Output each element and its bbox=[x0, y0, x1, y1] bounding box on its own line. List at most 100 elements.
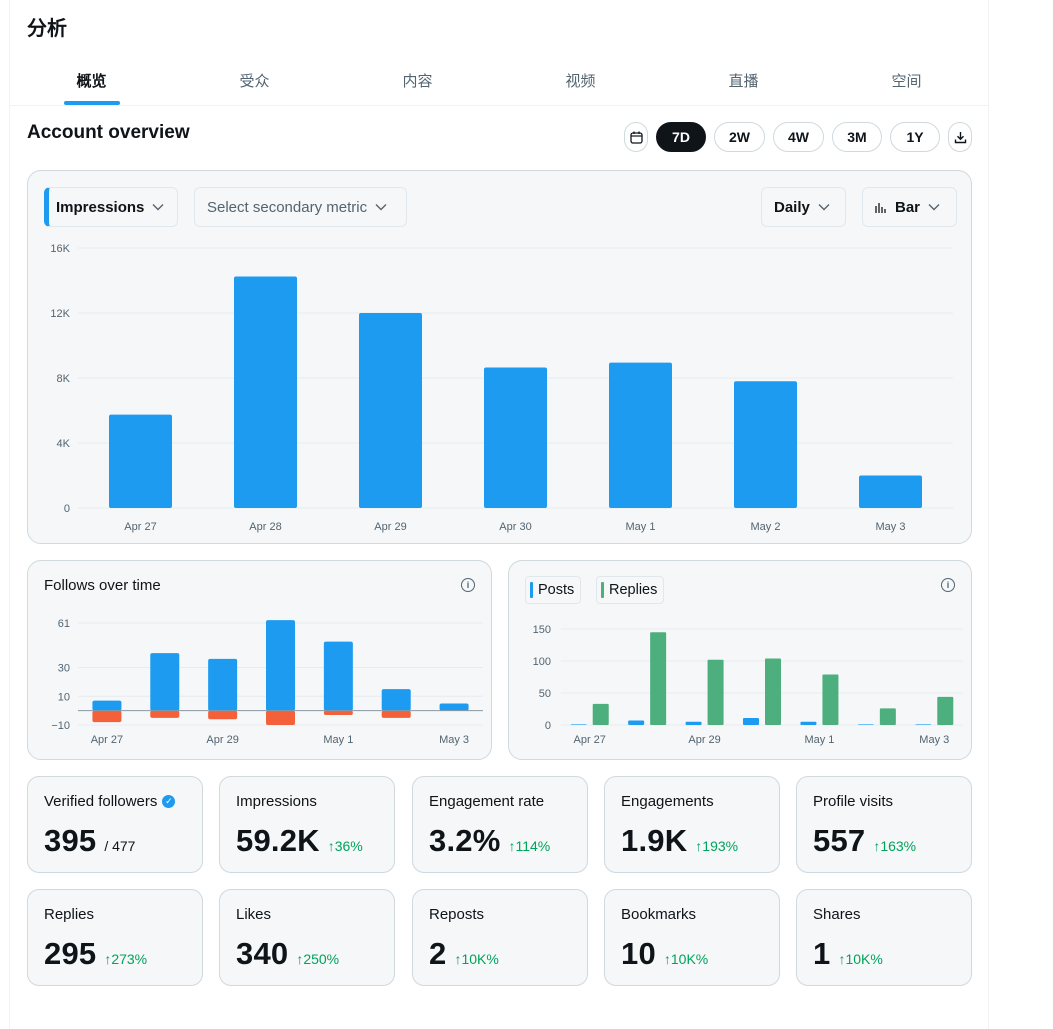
stat-value: 10 bbox=[621, 936, 656, 971]
stat-change-value: 10K% bbox=[845, 951, 883, 967]
bar-replies bbox=[707, 659, 724, 725]
stat-value: 295 bbox=[44, 936, 97, 971]
secondary-metric-dropdown[interactable]: Select secondary metric bbox=[194, 187, 407, 227]
stat-label: Impressions bbox=[236, 793, 317, 810]
range-4w-button[interactable]: 4W bbox=[773, 122, 824, 152]
stat-change: ↑193% bbox=[695, 838, 738, 854]
x-tick-label: Apr 27 bbox=[574, 734, 606, 746]
stat-total: / 477 bbox=[104, 838, 136, 854]
bar-gained bbox=[208, 658, 238, 711]
bar bbox=[234, 276, 297, 508]
stat-value: 3.2% bbox=[429, 823, 501, 858]
stat-engagement-rate[interactable]: Engagement rate 3.2% ↑114% bbox=[412, 776, 588, 873]
y-tick-label: 10 bbox=[58, 691, 70, 703]
bar-replies bbox=[822, 674, 839, 725]
stat-value: 557 bbox=[813, 823, 866, 858]
info-icon[interactable]: i bbox=[461, 578, 475, 592]
stat-change-value: 250% bbox=[303, 951, 340, 967]
stat-change-value: 114% bbox=[515, 838, 551, 854]
stat-bookmarks[interactable]: Bookmarks 10 ↑10K% bbox=[604, 889, 780, 986]
stat-value-row: 295 ↑273% bbox=[44, 936, 147, 972]
bar bbox=[484, 367, 547, 508]
chevron-down-icon bbox=[928, 204, 940, 211]
stat-reposts[interactable]: Reposts 2 ↑10K% bbox=[412, 889, 588, 986]
primary-metric-dropdown[interactable]: Impressions bbox=[44, 187, 178, 227]
y-tick-label: 30 bbox=[58, 663, 70, 675]
stat-profile-visits[interactable]: Profile visits 557 ↑163% bbox=[796, 776, 972, 873]
range-3m-button[interactable]: 3M bbox=[832, 122, 882, 152]
tab-video[interactable]: 视频 bbox=[565, 73, 596, 90]
stat-change: ↑10K% bbox=[664, 951, 708, 967]
x-tick-label: May 1 bbox=[323, 734, 353, 746]
legend-replies[interactable]: Replies bbox=[596, 576, 665, 604]
bar-posts bbox=[628, 720, 645, 725]
stat-value: 340 bbox=[236, 936, 289, 971]
bar-posts bbox=[685, 721, 702, 725]
bar bbox=[609, 362, 672, 508]
range-1y-button[interactable]: 1Y bbox=[890, 122, 940, 152]
stat-change-value: 273% bbox=[111, 951, 148, 967]
stat-likes[interactable]: Likes 340 ↑250% bbox=[219, 889, 395, 986]
tab-audience[interactable]: 受众 bbox=[239, 73, 270, 90]
chevron-down-icon bbox=[152, 204, 164, 211]
bar-posts bbox=[570, 724, 587, 725]
bar-gained bbox=[439, 703, 469, 711]
stat-label: Bookmarks bbox=[621, 906, 697, 923]
bar-gained bbox=[150, 653, 180, 711]
section-heading: Account overview bbox=[27, 122, 190, 143]
secondary-metric-placeholder: Select secondary metric bbox=[207, 198, 368, 216]
stat-value-row: 3.2% ↑114% bbox=[429, 823, 550, 859]
bar-replies bbox=[765, 658, 781, 725]
bar-replies bbox=[650, 632, 667, 725]
follows-bar-chart: −10 10 30 61 Apr 27 Apr 29 May 1 May 3 bbox=[51, 618, 483, 746]
bar-gained bbox=[323, 641, 353, 711]
stat-change: ↑10K% bbox=[454, 951, 498, 967]
y-tick-label: 0 bbox=[64, 503, 70, 515]
bar-replies bbox=[879, 708, 896, 725]
bar-posts bbox=[800, 721, 817, 725]
stat-engagements[interactable]: Engagements 1.9K ↑193% bbox=[604, 776, 780, 873]
replies-swatch bbox=[601, 582, 604, 598]
arrow-up-icon: ↑ bbox=[838, 951, 846, 967]
x-tick-label: May 1 bbox=[804, 734, 834, 746]
impressions-chart-card: Impressions Select secondary metric Dail… bbox=[27, 170, 972, 544]
tab-overview[interactable]: 概览 bbox=[10, 56, 173, 105]
stat-replies[interactable]: Replies 295 ↑273% bbox=[27, 889, 203, 986]
analytics-page: 分析 概览 受众 内容 视频 直播 空间 Account overview 7D… bbox=[9, 0, 989, 1029]
stat-label: Likes bbox=[236, 906, 272, 923]
range-7d-button[interactable]: 7D bbox=[656, 122, 706, 152]
legend-posts[interactable]: Posts bbox=[525, 576, 582, 604]
calendar-button[interactable] bbox=[624, 122, 648, 152]
interval-label: Daily bbox=[774, 198, 810, 216]
stat-shares[interactable]: Shares 1 ↑10K% bbox=[796, 889, 972, 986]
chart-type-dropdown[interactable]: Bar bbox=[862, 187, 957, 227]
stat-label: Engagements bbox=[621, 793, 714, 810]
y-tick-label: 12K bbox=[50, 308, 70, 320]
stat-label: Reposts bbox=[429, 906, 485, 923]
stat-value-row: 395 / 477 bbox=[44, 823, 135, 859]
stat-verified-followers[interactable]: Verified followers ✓ 395 / 477 bbox=[27, 776, 203, 873]
stat-value-row: 2 ↑10K% bbox=[429, 936, 499, 972]
x-tick-label: Apr 29 bbox=[374, 521, 406, 533]
tab-bar: 概览 受众 内容 视频 直播 空间 bbox=[10, 56, 988, 106]
tab-live[interactable]: 直播 bbox=[728, 73, 759, 90]
tab-content[interactable]: 内容 bbox=[402, 73, 433, 90]
range-selector: 7D 2W 4W 3M 1Y bbox=[624, 122, 972, 152]
legend-replies-label: Replies bbox=[609, 582, 658, 598]
posts-swatch bbox=[530, 582, 533, 598]
stat-impressions[interactable]: Impressions 59.2K ↑36% bbox=[219, 776, 395, 873]
arrow-up-icon: ↑ bbox=[296, 951, 304, 967]
info-icon[interactable]: i bbox=[941, 578, 955, 592]
stat-value-row: 557 ↑163% bbox=[813, 823, 916, 859]
stat-value-row: 10 ↑10K% bbox=[621, 936, 708, 972]
bar-lost bbox=[266, 710, 295, 725]
x-tick-label: Apr 29 bbox=[688, 734, 720, 746]
bar-gained bbox=[381, 689, 411, 711]
stat-change: ↑114% bbox=[508, 838, 550, 854]
download-button[interactable] bbox=[948, 122, 972, 152]
arrow-up-icon: ↑ bbox=[327, 838, 335, 854]
tab-spaces[interactable]: 空间 bbox=[891, 73, 922, 90]
interval-dropdown[interactable]: Daily bbox=[761, 187, 846, 227]
range-2w-button[interactable]: 2W bbox=[714, 122, 765, 152]
y-tick-label: 8K bbox=[57, 373, 71, 385]
